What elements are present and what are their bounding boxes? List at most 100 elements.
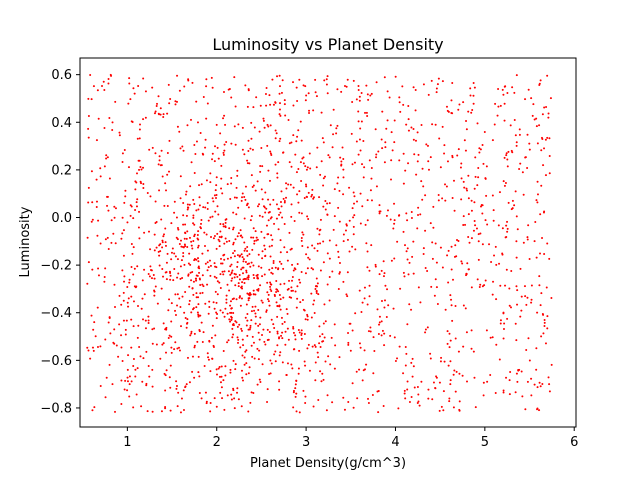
data-point	[251, 355, 254, 358]
data-point	[118, 294, 121, 297]
data-point	[107, 248, 110, 251]
data-point	[367, 98, 370, 101]
data-point	[206, 269, 209, 272]
data-point	[127, 102, 130, 105]
data-point	[462, 304, 465, 307]
data-point	[224, 237, 227, 240]
data-point	[445, 105, 448, 108]
data-point	[192, 293, 195, 296]
data-point	[481, 144, 484, 147]
data-point	[224, 226, 227, 229]
data-point	[410, 126, 413, 129]
y-tick-label: −0.6	[40, 354, 72, 369]
data-point	[157, 163, 160, 166]
data-point	[358, 95, 361, 98]
data-point	[278, 294, 281, 297]
data-point	[443, 144, 446, 147]
data-point	[259, 164, 262, 167]
data-point	[200, 222, 202, 225]
data-point	[452, 179, 455, 182]
data-point	[407, 162, 410, 165]
data-point	[316, 146, 319, 149]
data-point	[287, 338, 290, 341]
data-point	[380, 334, 383, 337]
data-point	[368, 284, 371, 287]
data-point	[259, 381, 262, 384]
data-point	[275, 132, 278, 135]
data-point	[528, 359, 531, 362]
data-point	[272, 262, 275, 265]
data-point	[215, 301, 218, 304]
data-point	[368, 269, 371, 272]
data-point	[242, 266, 245, 269]
data-point	[191, 270, 194, 273]
data-point	[222, 90, 225, 93]
data-point	[317, 399, 320, 402]
data-point	[296, 285, 299, 288]
data-point	[229, 304, 232, 307]
data-point	[313, 247, 316, 250]
data-point	[390, 178, 393, 181]
data-point	[383, 272, 386, 275]
data-point	[355, 98, 358, 101]
data-point	[399, 110, 402, 113]
data-point	[412, 128, 415, 131]
data-point	[185, 383, 188, 386]
data-point	[370, 199, 373, 202]
data-point	[363, 368, 366, 371]
data-point	[446, 330, 449, 333]
data-point	[138, 137, 141, 140]
data-point	[472, 350, 475, 353]
data-point	[336, 88, 339, 91]
data-point	[550, 363, 553, 366]
data-point	[274, 350, 277, 353]
data-point	[424, 328, 427, 331]
data-point	[222, 225, 225, 228]
data-point	[219, 309, 222, 312]
data-point	[142, 182, 145, 185]
data-point	[234, 284, 237, 287]
data-point	[259, 316, 262, 319]
data-point	[235, 186, 238, 189]
data-point	[548, 137, 551, 140]
data-point	[501, 227, 504, 230]
data-point	[546, 315, 549, 318]
data-point	[381, 329, 384, 332]
data-point	[506, 158, 509, 161]
data-point	[253, 357, 256, 360]
data-point	[302, 162, 305, 165]
data-point	[197, 313, 200, 316]
data-point	[333, 215, 336, 218]
data-point	[382, 404, 385, 407]
data-point	[302, 84, 305, 87]
data-point	[179, 197, 182, 200]
data-point	[252, 106, 255, 109]
data-point	[528, 148, 531, 151]
data-point	[152, 273, 155, 276]
data-point	[184, 290, 187, 293]
data-point	[130, 346, 133, 349]
data-point	[424, 229, 427, 232]
data-point	[343, 85, 346, 88]
data-point	[215, 276, 218, 279]
data-point	[87, 186, 90, 189]
data-point	[484, 279, 487, 282]
data-point	[215, 317, 218, 320]
data-point	[299, 161, 302, 164]
data-point	[410, 308, 413, 311]
data-point	[87, 349, 90, 352]
data-point	[242, 344, 245, 347]
data-point	[269, 288, 272, 291]
data-point	[265, 87, 268, 89]
data-point	[91, 201, 94, 204]
data-point	[219, 230, 222, 233]
data-point	[193, 259, 196, 262]
data-point	[142, 166, 145, 169]
data-point	[126, 285, 129, 288]
data-point	[302, 389, 305, 392]
data-point	[132, 300, 135, 303]
data-point	[307, 218, 310, 221]
data-point	[161, 239, 164, 242]
data-point	[132, 406, 135, 409]
